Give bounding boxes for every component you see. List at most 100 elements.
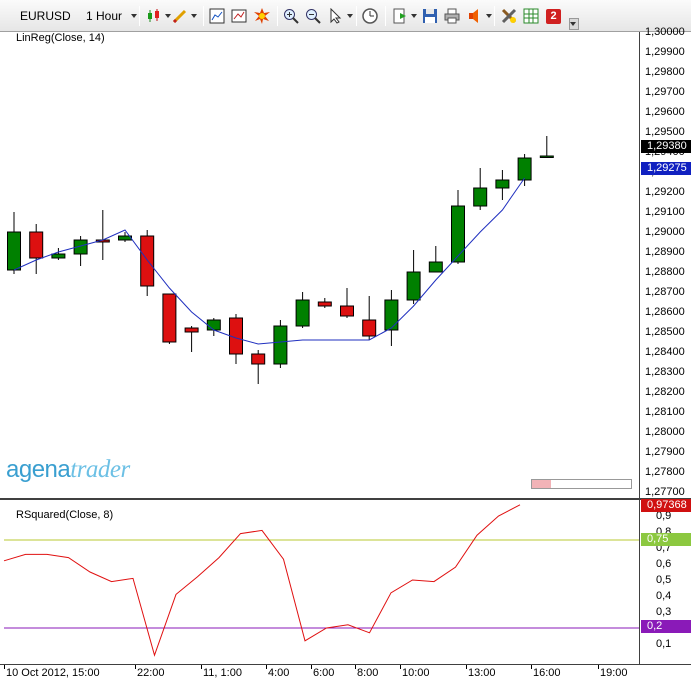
- candle-up: [406, 271, 421, 301]
- clock-icon: [362, 8, 378, 24]
- toolbar-overflow-button[interactable]: [569, 18, 579, 30]
- price-tick-label: 1,29600: [645, 106, 685, 118]
- grid-button[interactable]: [523, 7, 539, 25]
- price-tick-label: 1,28000: [645, 426, 685, 438]
- time-tick-mark: [466, 665, 467, 669]
- price-tick-label: 1,29800: [645, 66, 685, 78]
- candle-down: [162, 293, 177, 343]
- print-button[interactable]: [444, 7, 460, 25]
- zoom-in-button[interactable]: [283, 7, 299, 25]
- price-chart[interactable]: [0, 32, 691, 498]
- notification-button[interactable]: 2: [546, 7, 561, 25]
- cursor-icon: [330, 8, 342, 24]
- price-tick-label: 1,28800: [645, 266, 685, 278]
- cursor-button[interactable]: [328, 7, 353, 25]
- rsquared-tick-label: 0,5: [656, 574, 672, 586]
- time-tick-mark: [355, 665, 356, 669]
- rsquared-line: [3, 504, 521, 657]
- candle-up: [451, 205, 465, 263]
- time-tick-mark: [598, 665, 599, 669]
- price-tick-label: 1,27800: [645, 466, 685, 478]
- time-axis[interactable]: 10 Oct 2012, 15:00 22:00 11, 1:00 4:00 6:00 8…: [0, 664, 691, 682]
- rsquared-indicator-label: RSquared(Close, 8): [16, 509, 114, 521]
- time-tick-label: 10:00: [402, 667, 430, 679]
- pane-divider[interactable]: [0, 498, 691, 500]
- rsquared-tick-label: 0,1: [656, 638, 672, 650]
- candle-up: [495, 179, 510, 189]
- clock-button[interactable]: [362, 7, 378, 25]
- candle-down: [317, 301, 332, 307]
- price-tick-label: 1,28500: [645, 326, 685, 338]
- alert-button[interactable]: [254, 7, 270, 25]
- timeframe-selector[interactable]: 1 Hour: [86, 7, 138, 25]
- price-tick-label: 1,29500: [645, 126, 685, 138]
- candle-up: [273, 325, 288, 365]
- time-tick-label: 4:00: [268, 667, 290, 679]
- chart-window-button[interactable]: [209, 7, 225, 25]
- price-tick-label: 1,27900: [645, 446, 685, 458]
- rsquared-pane[interactable]: RSquared(Close, 8) 0,9 0,8 0,7 0,6 0,5 0,4 0,3…: [0, 499, 691, 664]
- scrollbar-thumb[interactable]: [532, 480, 551, 488]
- candle-down: [251, 353, 266, 365]
- time-tick-label: 8:00: [357, 667, 379, 679]
- tools-button[interactable]: [501, 7, 517, 25]
- time-tick-label: 10 Oct 2012, 15:00: [6, 667, 100, 679]
- candle-down: [184, 327, 199, 333]
- candlestick-type-icon: [148, 9, 159, 22]
- time-tick-label: 13:00: [468, 667, 496, 679]
- symbol-label: EURUSD: [20, 9, 71, 23]
- indicator-icon: [231, 9, 247, 23]
- candle-up: [73, 239, 88, 255]
- candle-up: [517, 157, 532, 181]
- sound-icon: [469, 9, 478, 23]
- time-tick-label: 19:00: [600, 667, 628, 679]
- time-tick-mark: [201, 665, 202, 669]
- badge-icon: 2: [546, 8, 561, 24]
- horizontal-scrollbar[interactable]: [531, 479, 632, 489]
- last-price-tag: 1,29380: [641, 140, 691, 153]
- rsquared-tick-label: 0,4: [656, 590, 672, 602]
- export-icon: [393, 8, 406, 24]
- candle-up: [51, 253, 66, 259]
- price-tick-label: 1,28400: [645, 346, 685, 358]
- time-tick-label: 6:00: [313, 667, 335, 679]
- rsquared-value-tag: 0,97368: [641, 499, 691, 512]
- chart-type-button[interactable]: [146, 7, 171, 25]
- candle-up: [295, 299, 310, 327]
- symbol-selector[interactable]: EURUSD: [20, 7, 71, 25]
- price-tick-label: 1,29200: [645, 186, 685, 198]
- tools-icon: [501, 8, 517, 24]
- candle-down: [340, 305, 354, 317]
- explosion-icon: [254, 8, 270, 24]
- linreg-indicator-label: LinReg(Close, 14): [16, 32, 105, 44]
- price-tick-label: 1,29100: [645, 206, 685, 218]
- candle-down: [362, 319, 377, 337]
- price-tick-label: 1,28900: [645, 246, 685, 258]
- zoom-in-icon: [284, 9, 299, 24]
- price-tick-label: 1,29700: [645, 86, 685, 98]
- price-pane[interactable]: LinReg(Close, 14) 1,30000 1,29900 1,29800 1…: [0, 26, 691, 498]
- chevron-down-icon: [131, 14, 138, 18]
- indicator-button[interactable]: [231, 7, 247, 25]
- print-icon: [444, 8, 460, 24]
- time-tick-mark: [311, 665, 312, 669]
- candle-up: [428, 261, 443, 273]
- rsquared-chart[interactable]: [0, 500, 691, 664]
- save-button[interactable]: [422, 7, 438, 25]
- linreg-line: [13, 177, 526, 345]
- zoom-out-button[interactable]: [305, 7, 321, 25]
- candle-up: [473, 187, 488, 207]
- time-tick-mark: [531, 665, 532, 669]
- axis-separator: [639, 32, 640, 664]
- zoom-out-icon: [306, 9, 321, 24]
- draw-tool-button[interactable]: [172, 7, 197, 25]
- candle-up: [206, 319, 221, 331]
- grid-icon: [523, 8, 539, 24]
- time-tick-label: 11, 1:00: [203, 667, 242, 679]
- candle-down: [140, 235, 155, 287]
- upper-level-tag: 0,75: [641, 533, 691, 546]
- time-tick-mark: [266, 665, 267, 669]
- sound-button[interactable]: [467, 7, 492, 25]
- candle-up: [384, 299, 399, 331]
- export-button[interactable]: [392, 7, 417, 25]
